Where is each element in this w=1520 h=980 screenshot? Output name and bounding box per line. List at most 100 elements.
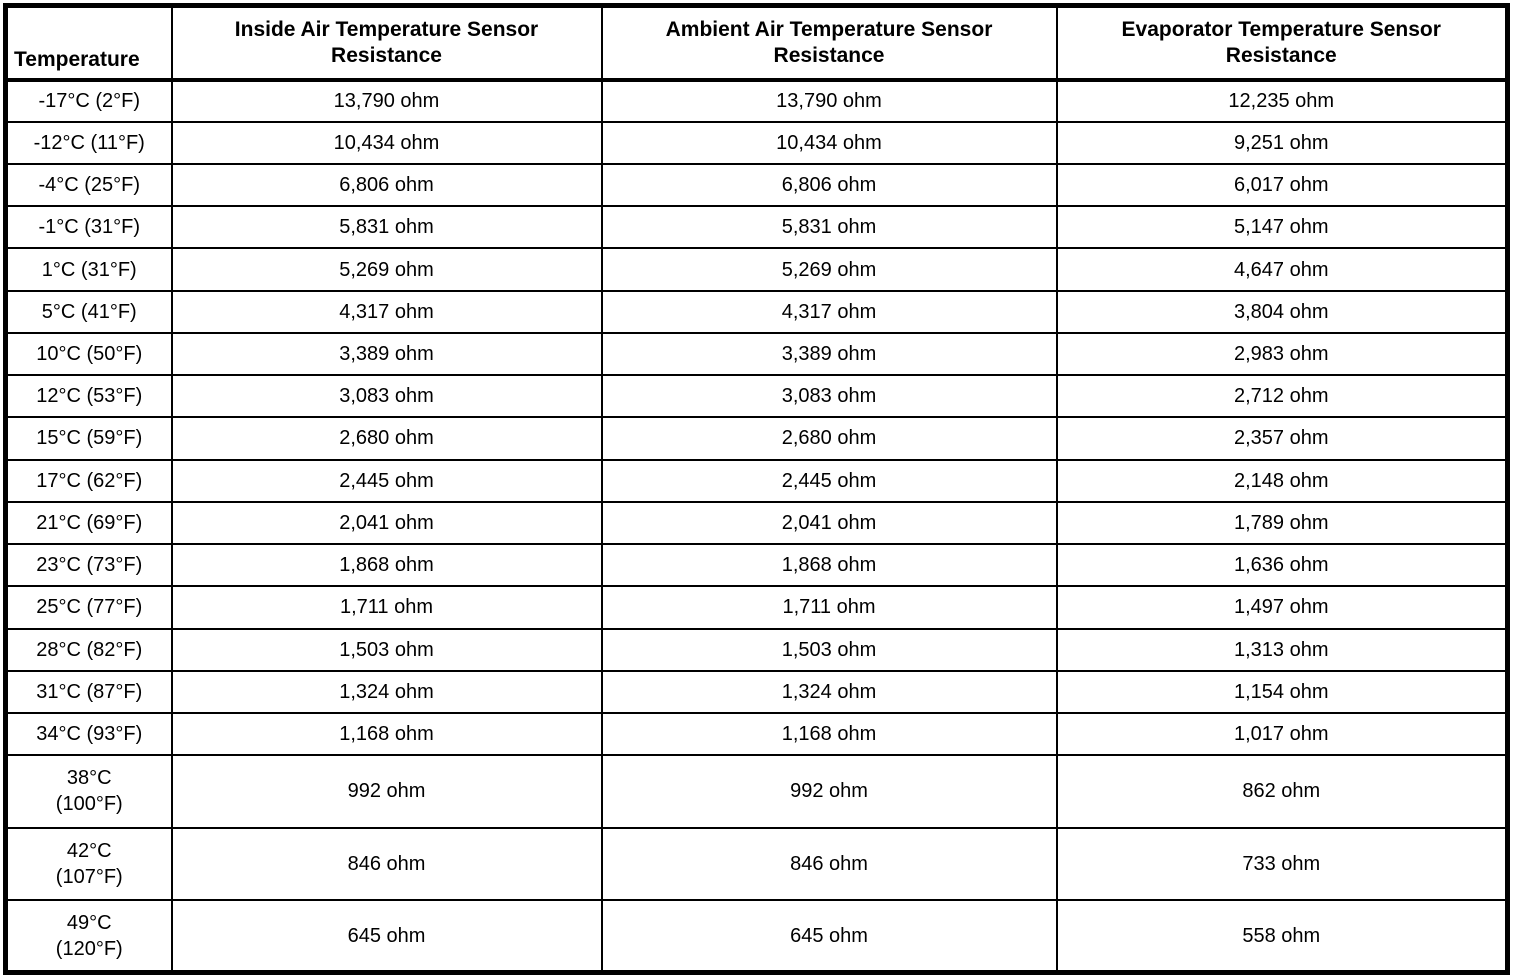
evaporator-resistance-cell: 12,235 ohm [1055,78,1509,123]
table-row: 1°C (31°F) 5,269 ohm 5,269 ohm 4,647 ohm [4,247,1509,292]
temperature-cell: 49°C (120°F) [4,899,173,974]
temperature-cell: 31°C (87°F) [4,669,173,715]
ambient-resistance-cell: 4,317 ohm [600,289,1058,334]
table-row: 5°C (41°F) 4,317 ohm 4,317 ohm 3,804 ohm [4,289,1509,334]
evaporator-resistance-cell: 5,147 ohm [1055,205,1509,250]
table-row: -4°C (25°F) 6,806 ohm 6,806 ohm 6,017 ohm [4,162,1509,208]
temperature-cell: 25°C (77°F) [4,585,173,630]
table-row: 10°C (50°F) 3,389 ohm 3,389 ohm 2,983 ohm [4,331,1509,377]
inside-resistance-cell: 6,806 ohm [170,162,603,208]
evaporator-resistance-cell: 2,712 ohm [1055,374,1509,419]
temperature-cell: -4°C (25°F) [4,162,173,208]
ambient-resistance-cell: 10,434 ohm [600,120,1058,165]
temperature-cell: 38°C (100°F) [4,754,173,829]
inside-resistance-cell: 1,324 ohm [170,669,603,715]
ambient-resistance-cell: 992 ohm [600,754,1058,829]
table-row: -17°C (2°F) 13,790 ohm 13,790 ohm 12,235 oh… [4,78,1509,123]
ambient-resistance-cell: 5,269 ohm [600,247,1058,292]
temperature-cell: -12°C (11°F) [4,120,173,165]
evaporator-resistance-cell: 1,313 ohm [1055,627,1509,672]
ambient-resistance-cell: 5,831 ohm [600,205,1058,250]
evaporator-resistance-cell: 862 ohm [1055,754,1509,829]
inside-resistance-cell: 846 ohm [170,826,603,902]
ambient-resistance-cell: 2,680 ohm [600,416,1058,461]
inside-resistance-cell: 2,041 ohm [170,500,603,546]
inside-resistance-cell: 2,445 ohm [170,458,603,503]
table-row: 34°C (93°F) 1,168 ohm 1,168 ohm 1,017 ohm [4,712,1509,757]
table-body: -17°C (2°F) 13,790 ohm 13,790 ohm 12,235 oh… [4,78,1509,974]
table-row: 23°C (73°F) 1,868 ohm 1,868 ohm 1,636 ohm [4,543,1509,588]
evaporator-resistance-cell: 1,154 ohm [1055,669,1509,715]
inside-resistance-cell: 1,503 ohm [170,627,603,672]
inside-resistance-cell: 992 ohm [170,754,603,829]
inside-resistance-cell: 3,389 ohm [170,331,603,377]
temperature-cell: 15°C (59°F) [4,416,173,461]
table-header: Temperature Inside Air Temperature Senso… [4,4,1509,82]
inside-resistance-cell: 10,434 ohm [170,120,603,165]
evaporator-resistance-cell: 558 ohm [1055,899,1509,974]
evaporator-resistance-cell: 1,017 ohm [1055,712,1509,757]
ambient-resistance-cell: 3,083 ohm [600,374,1058,419]
column-header-ambient-air-resistance: Ambient Air Temperature Sensor Resistanc… [600,4,1058,82]
table-row: -1°C (31°F) 5,831 ohm 5,831 ohm 5,147 ohm [4,205,1509,250]
ambient-resistance-cell: 645 ohm [600,899,1058,974]
inside-resistance-cell: 1,168 ohm [170,712,603,757]
ambient-resistance-cell: 2,445 ohm [600,458,1058,503]
column-header-inside-air-resistance: Inside Air Temperature Sensor Resistance [170,4,603,82]
column-header-temperature: Temperature [4,4,173,82]
table-row: 12°C (53°F) 3,083 ohm 3,083 ohm 2,712 ohm [4,374,1509,419]
temperature-cell: 5°C (41°F) [4,289,173,334]
temperature-cell: 42°C (107°F) [4,826,173,902]
temperature-cell: 10°C (50°F) [4,331,173,377]
evaporator-resistance-cell: 4,647 ohm [1055,247,1509,292]
table-row: 38°C (100°F) 992 ohm 992 ohm 862 ohm [4,754,1509,829]
ambient-resistance-cell: 1,168 ohm [600,712,1058,757]
inside-resistance-cell: 4,317 ohm [170,289,603,334]
table-row: 28°C (82°F) 1,503 ohm 1,503 ohm 1,313 ohm [4,627,1509,672]
column-header-evaporator-resistance: Evaporator Temperature Sensor Resistance [1055,4,1509,82]
evaporator-resistance-cell: 2,148 ohm [1055,458,1509,503]
temperature-cell: 17°C (62°F) [4,458,173,503]
table-row: 49°C (120°F) 645 ohm 645 ohm 558 ohm [4,899,1509,974]
inside-resistance-cell: 13,790 ohm [170,78,603,123]
table-row: 15°C (59°F) 2,680 ohm 2,680 ohm 2,357 ohm [4,416,1509,461]
ambient-resistance-cell: 3,389 ohm [600,331,1058,377]
temperature-cell: -17°C (2°F) [4,78,173,123]
evaporator-resistance-cell: 1,497 ohm [1055,585,1509,630]
evaporator-resistance-cell: 2,983 ohm [1055,331,1509,377]
evaporator-resistance-cell: 1,636 ohm [1055,543,1509,588]
inside-resistance-cell: 1,868 ohm [170,543,603,588]
table-row: 31°C (87°F) 1,324 ohm 1,324 ohm 1,154 ohm [4,669,1509,715]
table-row: 42°C (107°F) 846 ohm 846 ohm 733 ohm [4,826,1509,902]
ambient-resistance-cell: 1,503 ohm [600,627,1058,672]
ambient-resistance-cell: 1,868 ohm [600,543,1058,588]
evaporator-resistance-cell: 3,804 ohm [1055,289,1509,334]
evaporator-resistance-cell: 9,251 ohm [1055,120,1509,165]
ambient-resistance-cell: 2,041 ohm [600,500,1058,546]
header-row: Temperature Inside Air Temperature Senso… [4,4,1509,82]
temperature-cell: 12°C (53°F) [4,374,173,419]
document-page: Temperature Inside Air Temperature Senso… [3,3,1510,975]
evaporator-resistance-cell: 1,789 ohm [1055,500,1509,546]
ambient-resistance-cell: 6,806 ohm [600,162,1058,208]
table-row: 17°C (62°F) 2,445 ohm 2,445 ohm 2,148 ohm [4,458,1509,503]
evaporator-resistance-cell: 733 ohm [1055,826,1509,902]
temperature-cell: 21°C (69°F) [4,500,173,546]
inside-resistance-cell: 5,269 ohm [170,247,603,292]
inside-resistance-cell: 2,680 ohm [170,416,603,461]
inside-resistance-cell: 645 ohm [170,899,603,974]
temperature-cell: 34°C (93°F) [4,712,173,757]
table-row: 25°C (77°F) 1,711 ohm 1,711 ohm 1,497 ohm [4,585,1509,630]
inside-resistance-cell: 5,831 ohm [170,205,603,250]
ambient-resistance-cell: 1,324 ohm [600,669,1058,715]
table-row: -12°C (11°F) 10,434 ohm 10,434 ohm 9,251 oh… [4,120,1509,165]
evaporator-resistance-cell: 6,017 ohm [1055,162,1509,208]
ambient-resistance-cell: 846 ohm [600,826,1058,902]
sensor-resistance-table: Temperature Inside Air Temperature Senso… [3,3,1510,975]
temperature-cell: 1°C (31°F) [4,247,173,292]
evaporator-resistance-cell: 2,357 ohm [1055,416,1509,461]
ambient-resistance-cell: 13,790 ohm [600,78,1058,123]
table-row: 21°C (69°F) 2,041 ohm 2,041 ohm 1,789 ohm [4,500,1509,546]
inside-resistance-cell: 3,083 ohm [170,374,603,419]
inside-resistance-cell: 1,711 ohm [170,585,603,630]
